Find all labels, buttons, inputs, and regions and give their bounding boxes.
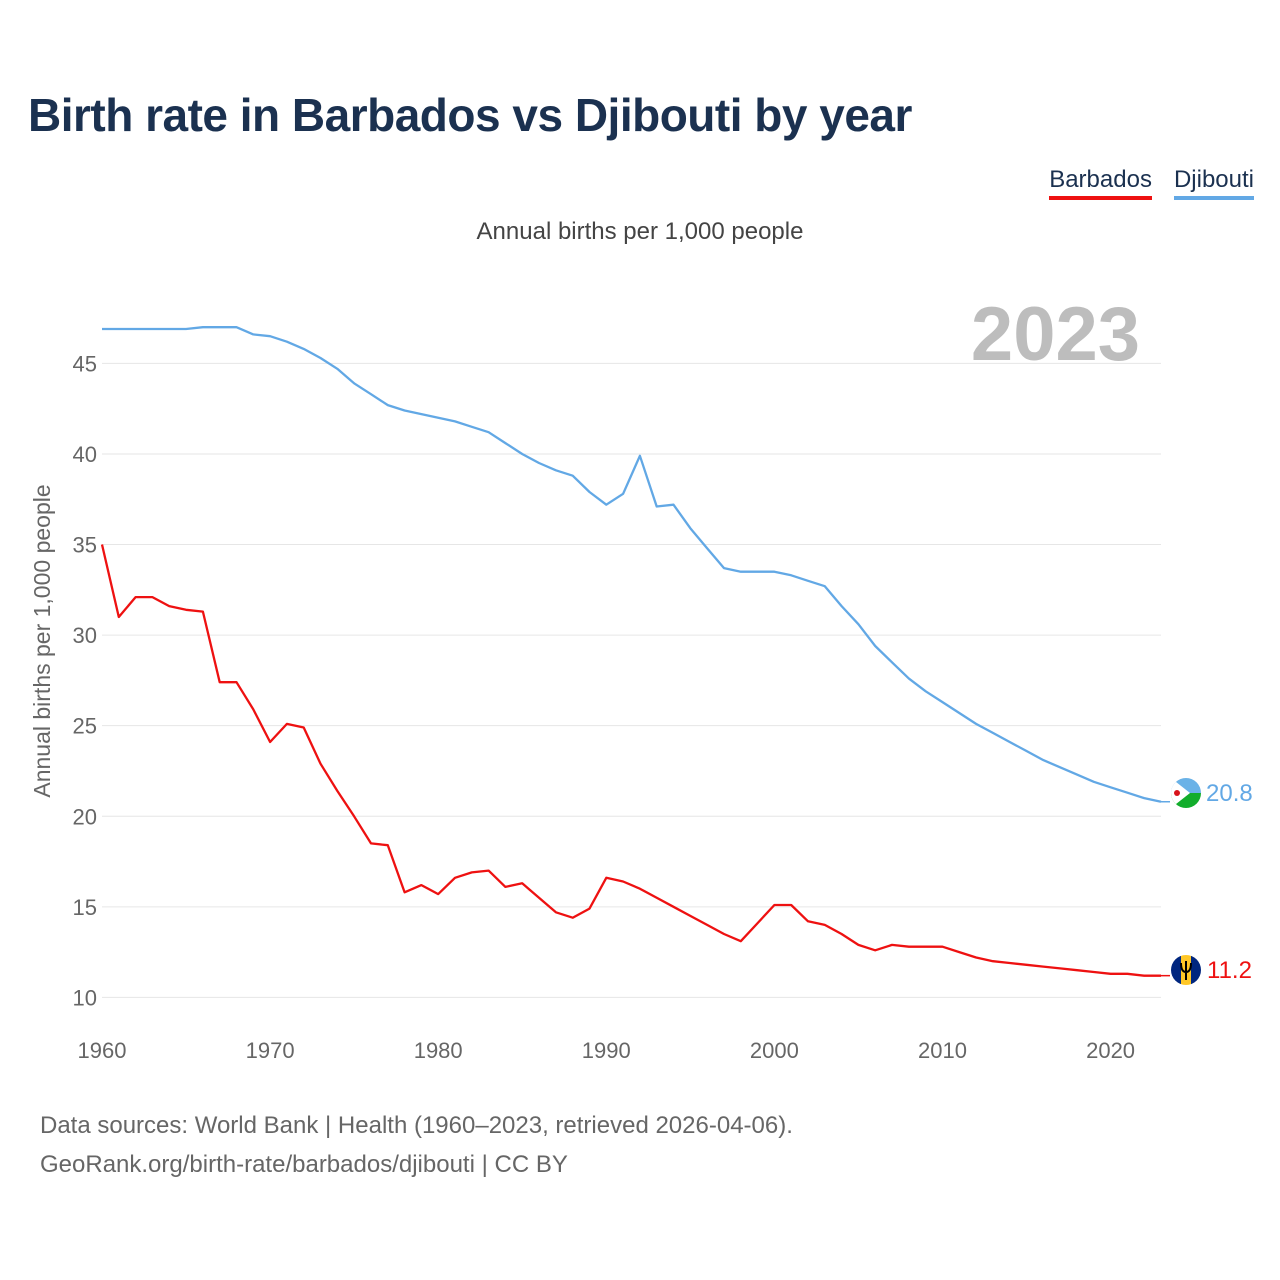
- x-tick-label-2010: 2010: [918, 1038, 967, 1063]
- series-line-barbados[interactable]: [100, 544, 1161, 977]
- x-tick-label-1960: 1960: [78, 1038, 127, 1063]
- y-tick-label-25: 25: [73, 714, 97, 739]
- y-tick-label-30: 30: [73, 623, 97, 648]
- chart-subtitle: Annual births per 1,000 people: [476, 218, 804, 245]
- y-tick-label-45: 45: [73, 351, 97, 376]
- x-tick-label-1980: 1980: [414, 1038, 463, 1063]
- source-url[interactable]: GeoRank.org/birth-rate/barbados/djibouti…: [40, 1151, 568, 1178]
- legend-item-barbados[interactable]: Barbados: [1049, 166, 1152, 200]
- djibouti-flag-icon: [1171, 778, 1201, 808]
- x-tick-label-1970: 1970: [246, 1038, 295, 1063]
- y-tick-label-40: 40: [73, 442, 97, 467]
- series-line-djibouti[interactable]: [102, 326, 1162, 803]
- legend-item-djibouti[interactable]: Djibouti: [1173, 166, 1254, 200]
- y-tick-label-10: 10: [73, 985, 97, 1010]
- year-label: 2023: [971, 292, 1140, 377]
- barbados-end-label: 11.2: [1207, 957, 1252, 984]
- djibouti-end-label: 20.8: [1206, 780, 1253, 807]
- x-tick-label-1990: 1990: [582, 1038, 631, 1063]
- y-axis-label: Annual births per 1,000 people: [29, 484, 55, 797]
- x-tick-label-2000: 2000: [750, 1038, 799, 1063]
- data-source-note: Data sources: World Bank | Health (1960–…: [40, 1112, 793, 1139]
- chart-title: Birth rate in Barbados vs Djibouti by ye…: [28, 89, 912, 141]
- footer: Data sources: World Bank | Health (1960–…: [40, 1106, 793, 1184]
- x-tick-label-2020: 2020: [1086, 1038, 1135, 1063]
- y-tick-label-20: 20: [73, 804, 97, 829]
- barbados-flag-icon: [1171, 955, 1201, 985]
- legend: Barbados Djibouti: [1049, 166, 1254, 200]
- y-tick-label-35: 35: [73, 533, 97, 558]
- y-tick-label-15: 15: [73, 895, 97, 920]
